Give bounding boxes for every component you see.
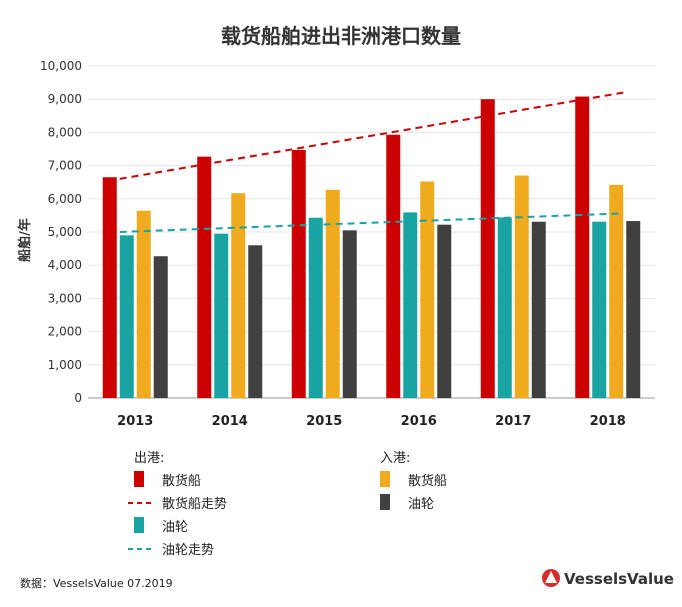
trend-lines [119,91,624,233]
trend-line [119,91,624,180]
y-tick-label: 3,000 [48,291,82,305]
x-tick-label: 2014 [212,414,248,429]
bar [102,177,117,398]
legend-swatch [134,517,144,533]
bar [231,193,246,398]
bar [592,221,607,398]
bar [420,181,435,398]
grid-lines [88,65,655,399]
bar [575,96,590,398]
x-tick-label: 2015 [306,414,342,429]
legend-label: 散货船 [162,473,201,489]
legend-swatch [134,471,144,487]
trend-line [119,212,624,233]
legend-item: 油轮 [134,517,188,535]
y-tick-label: 0 [74,391,82,405]
legend-label: 散货船 [408,473,447,489]
bar [214,233,229,398]
y-tick-label: 7,000 [48,159,82,173]
bar [609,184,624,398]
x-tick-labels: 2013 2014 2015 2016 2017 2018 [117,414,626,429]
y-tick-label: 2,000 [48,325,82,339]
bar [342,230,357,398]
y-tick-label: 6,000 [48,192,82,206]
bars [102,96,641,398]
bar [531,221,546,398]
y-tick-label: 5,000 [48,225,82,239]
y-tick-label: 9,000 [48,92,82,106]
legend-header-out: 出港: [134,451,164,466]
x-tick-label: 2016 [401,414,437,429]
y-tick-label: 4,000 [48,258,82,272]
brand-logo: VesselsValue [542,569,674,588]
bar [480,99,495,398]
y-axis-label: 船舶/年 [17,218,33,262]
bar [437,224,452,398]
y-tick-labels: 0 1,000 2,000 3,000 4,000 5,000 6,000 7,000 8,00… [40,59,82,405]
bar [325,189,340,398]
bar [497,217,512,398]
bar [626,221,641,398]
bar [514,175,529,398]
legend-label: 散货船走势 [162,496,227,512]
source-note: 数据：VesselsValue 07.2019 [20,576,173,590]
bar [291,149,306,398]
x-tick-label: 2018 [590,414,626,429]
legend-label: 油轮 [408,497,434,512]
legend-item: 油轮 [380,494,434,512]
bar [386,134,401,398]
bar [197,156,212,398]
legend-swatch [380,471,390,487]
x-tick-label: 2013 [117,414,153,429]
bar [248,245,263,398]
y-tick-label: 8,000 [48,125,82,139]
legend-item: 油轮走势 [128,542,214,558]
y-tick-label: 1,000 [48,358,82,372]
y-tick-label: 10,000 [40,59,82,73]
bar [119,235,134,398]
bar [308,217,323,398]
legend-item: 散货船 [380,471,447,489]
legend-swatch [380,494,390,510]
legend-header-in: 入港: [380,451,410,466]
bar [403,212,418,398]
legend-label: 油轮走势 [162,542,214,558]
legend-item: 散货船走势 [128,496,227,512]
x-tick-label: 2017 [495,414,531,429]
legend-label: 油轮 [162,520,188,535]
brand-name: VesselsValue [564,570,674,588]
brand-logo-mark [545,571,557,583]
bar [136,210,151,398]
legend-item: 散货船 [134,471,201,489]
chart-title: 载货船舶进出非洲港口数量 [221,24,461,48]
bar [153,256,168,398]
